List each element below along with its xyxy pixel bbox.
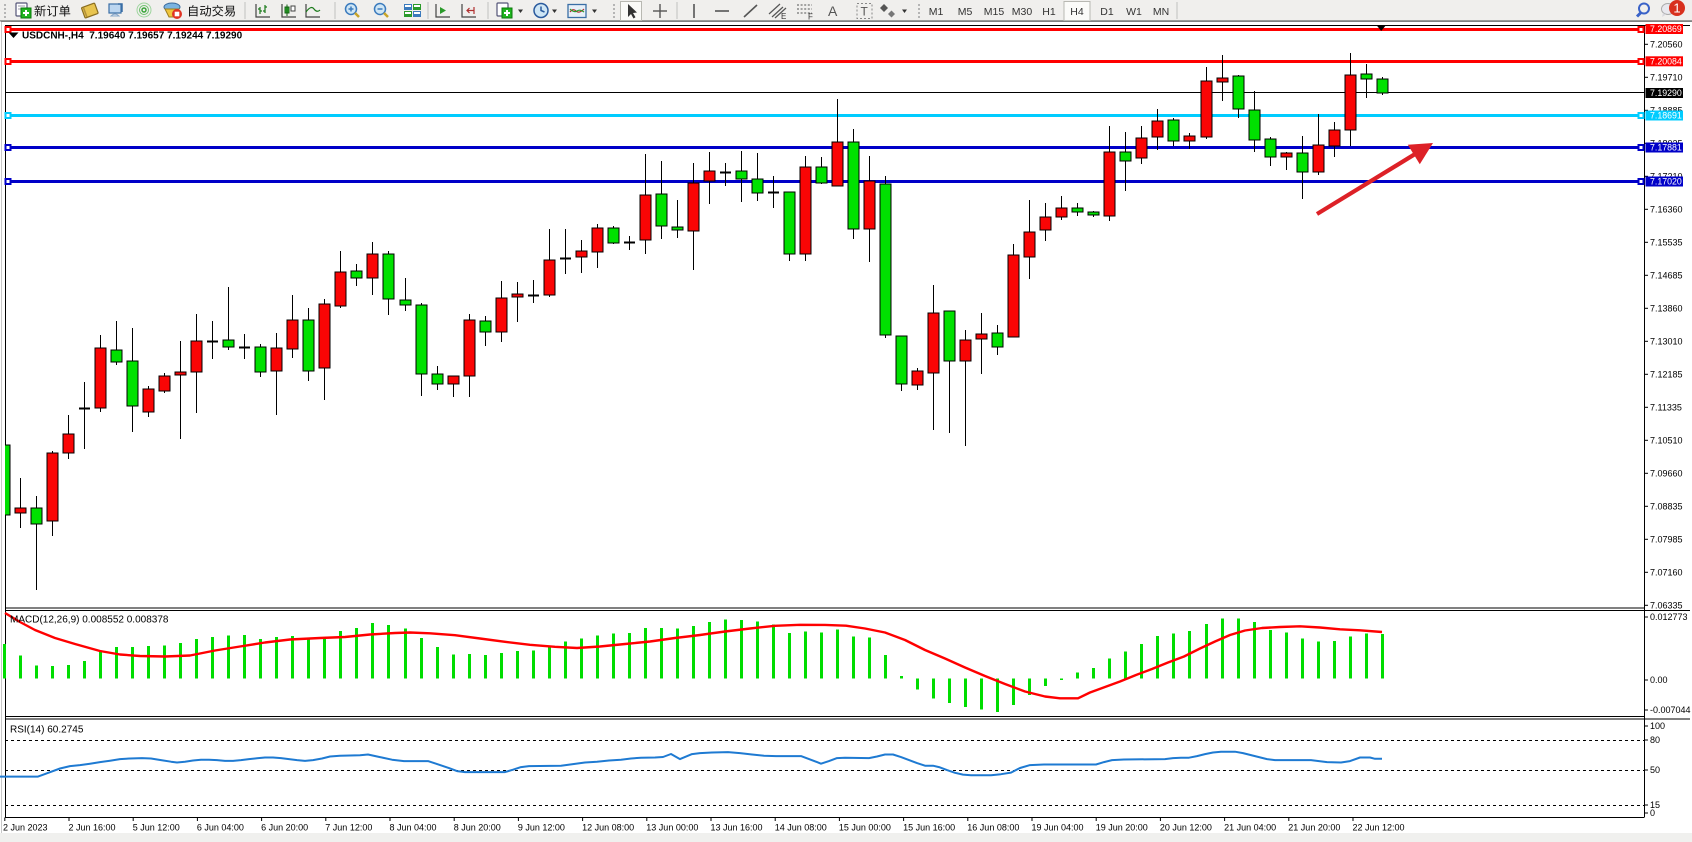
svg-text:M30: M30 — [1012, 6, 1033, 18]
svg-text:7.09660: 7.09660 — [1650, 469, 1683, 479]
svg-text:7.17881: 7.17881 — [1650, 143, 1682, 153]
svg-text:9 Jun 12:00: 9 Jun 12:00 — [518, 823, 565, 833]
svg-text:13 Jun 00:00: 13 Jun 00:00 — [646, 823, 698, 833]
svg-text:2 Jun 2023: 2 Jun 2023 — [3, 823, 48, 833]
svg-text:7 Jun 12:00: 7 Jun 12:00 — [325, 823, 372, 833]
svg-text:7.10510: 7.10510 — [1650, 436, 1683, 446]
svg-text:20 Jun 12:00: 20 Jun 12:00 — [1160, 823, 1212, 833]
svg-text:M15: M15 — [984, 6, 1005, 18]
svg-text:14 Jun 08:00: 14 Jun 08:00 — [775, 823, 827, 833]
svg-text:7.06335: 7.06335 — [1650, 601, 1683, 611]
svg-text:7.20869: 7.20869 — [1650, 24, 1682, 34]
svg-text:H4: H4 — [1070, 6, 1084, 18]
svg-text:F: F — [808, 13, 813, 22]
svg-text:7.07985: 7.07985 — [1650, 535, 1683, 545]
svg-text:6 Jun 20:00: 6 Jun 20:00 — [261, 823, 308, 833]
svg-text:7.17020: 7.17020 — [1650, 177, 1682, 187]
svg-text:7.14685: 7.14685 — [1650, 271, 1683, 281]
svg-text:2 Jun 16:00: 2 Jun 16:00 — [69, 823, 116, 833]
svg-text:8 Jun 04:00: 8 Jun 04:00 — [390, 823, 437, 833]
svg-text:E: E — [781, 12, 786, 21]
svg-text:7.15535: 7.15535 — [1650, 238, 1683, 248]
svg-text:MN: MN — [1153, 6, 1169, 18]
svg-text:0.00: 0.00 — [1650, 675, 1668, 685]
svg-text:-0.007044: -0.007044 — [1650, 705, 1691, 715]
svg-text:RSI(14) 60.2745: RSI(14) 60.2745 — [10, 725, 84, 736]
svg-text:21 Jun 20:00: 21 Jun 20:00 — [1288, 823, 1340, 833]
svg-text:5 Jun 12:00: 5 Jun 12:00 — [133, 823, 180, 833]
svg-text:7.12185: 7.12185 — [1650, 370, 1683, 380]
svg-text:0: 0 — [1650, 808, 1655, 818]
svg-text:T: T — [861, 5, 869, 19]
svg-text:15 Jun 16:00: 15 Jun 16:00 — [903, 823, 955, 833]
svg-text:80: 80 — [1650, 735, 1660, 745]
svg-text:MACD(12,26,9) 0.008552 0.00837: MACD(12,26,9) 0.008552 0.008378 — [10, 615, 169, 626]
svg-text:7.07160: 7.07160 — [1650, 568, 1683, 578]
svg-text:50: 50 — [1650, 765, 1660, 775]
svg-text:21 Jun 04:00: 21 Jun 04:00 — [1224, 823, 1276, 833]
svg-text:7.20084: 7.20084 — [1650, 57, 1682, 67]
svg-text:D1: D1 — [1100, 6, 1114, 18]
svg-text:15: 15 — [1650, 800, 1660, 810]
svg-text:1: 1 — [1673, 1, 1680, 16]
svg-text:16 Jun 08:00: 16 Jun 08:00 — [967, 823, 1019, 833]
svg-text:12 Jun 08:00: 12 Jun 08:00 — [582, 823, 634, 833]
svg-text:100: 100 — [1650, 721, 1665, 731]
svg-text:A: A — [828, 3, 838, 19]
svg-text:7.20560: 7.20560 — [1650, 40, 1683, 50]
svg-text:19 Jun 20:00: 19 Jun 20:00 — [1096, 823, 1148, 833]
svg-text:6 Jun 04:00: 6 Jun 04:00 — [197, 823, 244, 833]
svg-text:H1: H1 — [1042, 6, 1056, 18]
svg-text:USDCNH-,H4 7.19640 7.19657 7.: USDCNH-,H4 7.19640 7.19657 7.19244 7.192… — [22, 31, 243, 42]
svg-text:7.08835: 7.08835 — [1650, 502, 1683, 512]
svg-text:13 Jun 16:00: 13 Jun 16:00 — [711, 823, 763, 833]
svg-text:7.13860: 7.13860 — [1650, 304, 1683, 314]
svg-text:W1: W1 — [1126, 6, 1142, 18]
svg-text:7.16360: 7.16360 — [1650, 205, 1683, 215]
svg-text:7.18691: 7.18691 — [1650, 111, 1682, 121]
svg-text:7.13010: 7.13010 — [1650, 337, 1683, 347]
svg-text:15 Jun 00:00: 15 Jun 00:00 — [839, 823, 891, 833]
svg-text:22 Jun 12:00: 22 Jun 12:00 — [1353, 823, 1405, 833]
svg-text:8 Jun 20:00: 8 Jun 20:00 — [454, 823, 501, 833]
svg-text:M5: M5 — [958, 6, 973, 18]
svg-text:0.012773: 0.012773 — [1650, 612, 1688, 622]
svg-text:7.11335: 7.11335 — [1650, 403, 1682, 413]
svg-text:7.19710: 7.19710 — [1650, 73, 1683, 83]
svg-text:7.19290: 7.19290 — [1650, 88, 1682, 98]
svg-text:19 Jun 04:00: 19 Jun 04:00 — [1032, 823, 1084, 833]
svg-text:M1: M1 — [929, 6, 944, 18]
